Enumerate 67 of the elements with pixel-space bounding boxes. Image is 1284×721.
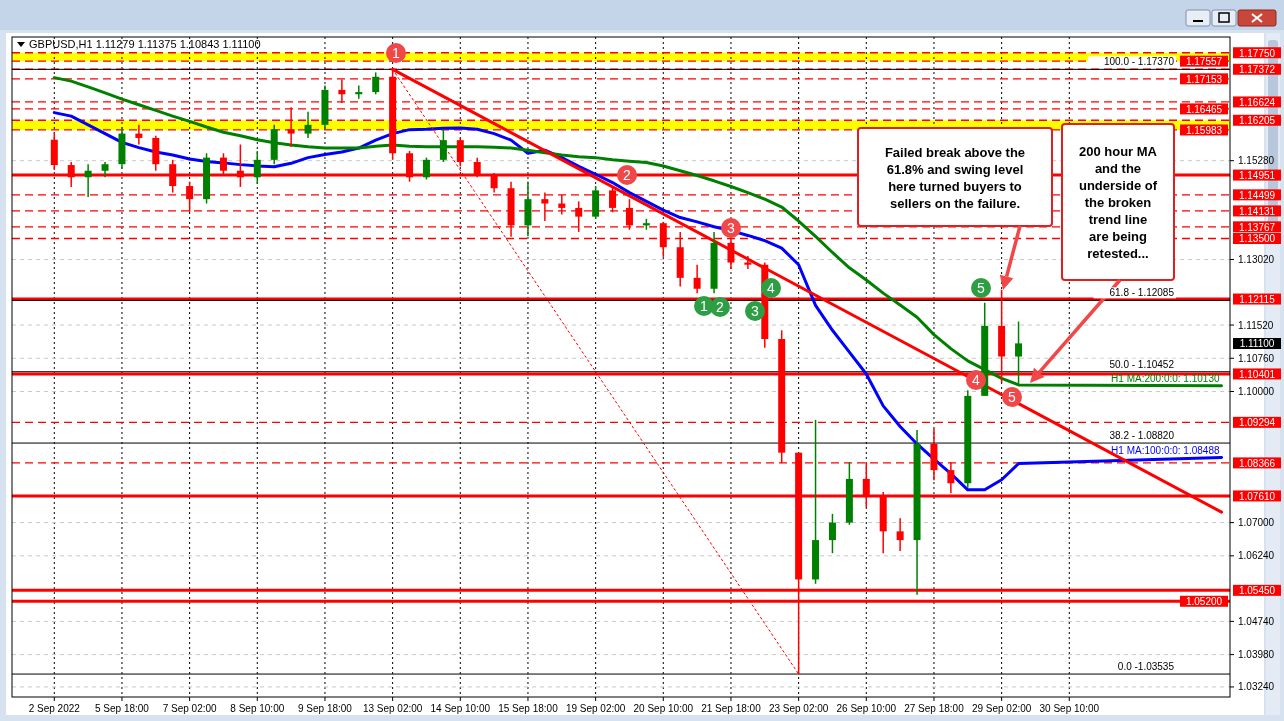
y-tick-label: 1.10000 [1238, 385, 1275, 397]
ref-line-label: 1.05450 [1238, 585, 1276, 597]
annotation: 3 [751, 303, 760, 319]
annotation: 2 [623, 167, 632, 183]
ref-line-label: 1.14951 [1238, 169, 1276, 181]
ref-line-label: 1.09294 [1238, 417, 1276, 429]
ref-line-label: 1.12115 [1239, 293, 1276, 305]
annotation: 50.0 - 1.10452 [1109, 358, 1175, 370]
ref-line-label: 1.16465 [1185, 103, 1223, 115]
chart-title: GBPUSD,H1 1.11279 1.11375 1.10843 1.11100 [29, 38, 261, 50]
annotation: 1 [700, 298, 709, 314]
annotation: Failed break above the 61.8% and swing level here turned buyers to sellers on the failure. [884, 144, 1026, 211]
x-tick-label: 7 Sep 02:00 [162, 703, 218, 714]
ref-line-label: 1.14499 [1238, 189, 1276, 201]
x-tick-label: 30 Sep 10:00 [1039, 703, 1100, 714]
x-tick-label: 2 Sep 2022 [28, 703, 81, 714]
ref-line-label: 1.17750 [1238, 47, 1276, 59]
x-tick-label: 27 Sep 18:00 [904, 703, 965, 714]
x-tick-label: 21 Sep 18:00 [701, 703, 762, 714]
ref-line-label: 1.14131 [1238, 205, 1276, 217]
x-tick-label: 15 Sep 18:00 [498, 703, 559, 714]
annotation: 4 [972, 372, 981, 388]
annotation: 61.8 - 1.12085 [1109, 287, 1175, 299]
y-tick-label: 1.03980 [1238, 649, 1275, 661]
ref-line-label: 1.08366 [1238, 457, 1276, 469]
annotation: 3 [727, 220, 736, 236]
x-tick-label: 13 Sep 02:00 [362, 703, 423, 714]
annotation: 2 [716, 299, 725, 315]
ref-line-label: 1.17153 [1185, 73, 1223, 85]
y-tick-label: 1.13020 [1238, 253, 1275, 265]
annotation: 0.0 -1.03535 [1117, 661, 1175, 673]
annotation: 200 hour MA and the underside of the broken trend line are being retested... [1078, 144, 1158, 261]
series-label: H1 MA:100:0:0: 1.08488 [1111, 444, 1220, 456]
y-tick-label: 1.07000 [1238, 517, 1275, 529]
annotation: 38.2 - 1.08820 [1109, 430, 1175, 442]
x-tick-label: 20 Sep 10:00 [633, 703, 694, 714]
x-tick-label: 26 Sep 10:00 [836, 703, 897, 714]
x-tick-label: 29 Sep 02:00 [971, 703, 1032, 714]
annotation: 5 [1008, 389, 1017, 405]
ref-line-label: 1.10401 [1238, 368, 1276, 380]
x-tick-label: 5 Sep 18:00 [94, 703, 150, 714]
ref-line-label: 1.13767 [1238, 221, 1276, 233]
annotation: 1 [392, 45, 401, 61]
annotation: 4 [767, 280, 776, 296]
x-tick-label: 23 Sep 02:00 [768, 703, 829, 714]
ref-line-label: 1.05200 [1185, 596, 1223, 608]
ref-line-label: 1.17372 [1238, 64, 1276, 76]
annotation: 5 [977, 280, 986, 296]
y-tick-label: 1.10760 [1238, 352, 1275, 364]
ref-line-label: 1.16624 [1238, 96, 1276, 108]
y-tick-label: 1.11520 [1238, 319, 1274, 331]
ref-line-label: 1.16205 [1238, 115, 1276, 127]
ref-line-label: 1.07610 [1238, 490, 1276, 502]
y-tick-label: 1.04740 [1238, 615, 1275, 627]
series-label: H1 MA:200:0:0: 1.10130 [1111, 372, 1220, 384]
y-tick-label: 1.15280 [1238, 155, 1275, 167]
text: 1.11100 [1239, 338, 1275, 350]
y-tick-label: 1.06240 [1238, 550, 1275, 562]
annotation: 100.0 - 1.17370 [1103, 56, 1175, 68]
x-tick-label: 9 Sep 18:00 [297, 703, 353, 714]
y-tick-label: 1.03240 [1238, 681, 1275, 693]
ref-line-label: 1.17557 [1185, 55, 1223, 67]
ref-line-label: 1.15983 [1185, 124, 1223, 136]
x-tick-label: 19 Sep 02:00 [565, 703, 626, 714]
ref-line-label: 1.13500 [1238, 233, 1276, 245]
x-tick-label: 8 Sep 10:00 [230, 703, 285, 714]
x-tick-label: 14 Sep 10:00 [430, 703, 491, 714]
